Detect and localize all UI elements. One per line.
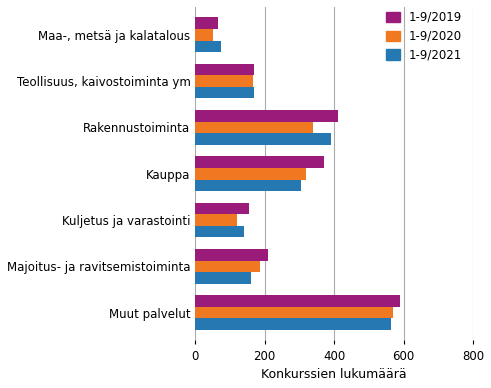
Bar <box>195 168 306 180</box>
Bar <box>195 272 251 284</box>
Bar <box>195 156 324 168</box>
Bar <box>195 75 252 87</box>
Bar <box>195 226 244 237</box>
Bar <box>195 203 249 214</box>
Bar <box>195 319 391 330</box>
Bar <box>195 41 221 52</box>
Bar <box>195 110 338 122</box>
Bar <box>195 133 330 145</box>
Bar <box>195 249 268 261</box>
Bar <box>195 29 213 41</box>
Bar <box>195 261 260 272</box>
Bar <box>195 307 393 319</box>
Bar <box>195 17 218 29</box>
Bar <box>195 87 254 99</box>
Bar <box>195 122 313 133</box>
Bar <box>195 295 400 307</box>
Bar <box>195 180 301 191</box>
Bar <box>195 64 254 75</box>
Legend: 1-9/2019, 1-9/2020, 1-9/2021: 1-9/2019, 1-9/2020, 1-9/2021 <box>381 6 467 66</box>
Bar <box>195 214 237 226</box>
X-axis label: Konkurssien lukumäärä: Konkurssien lukumäärä <box>261 368 407 381</box>
